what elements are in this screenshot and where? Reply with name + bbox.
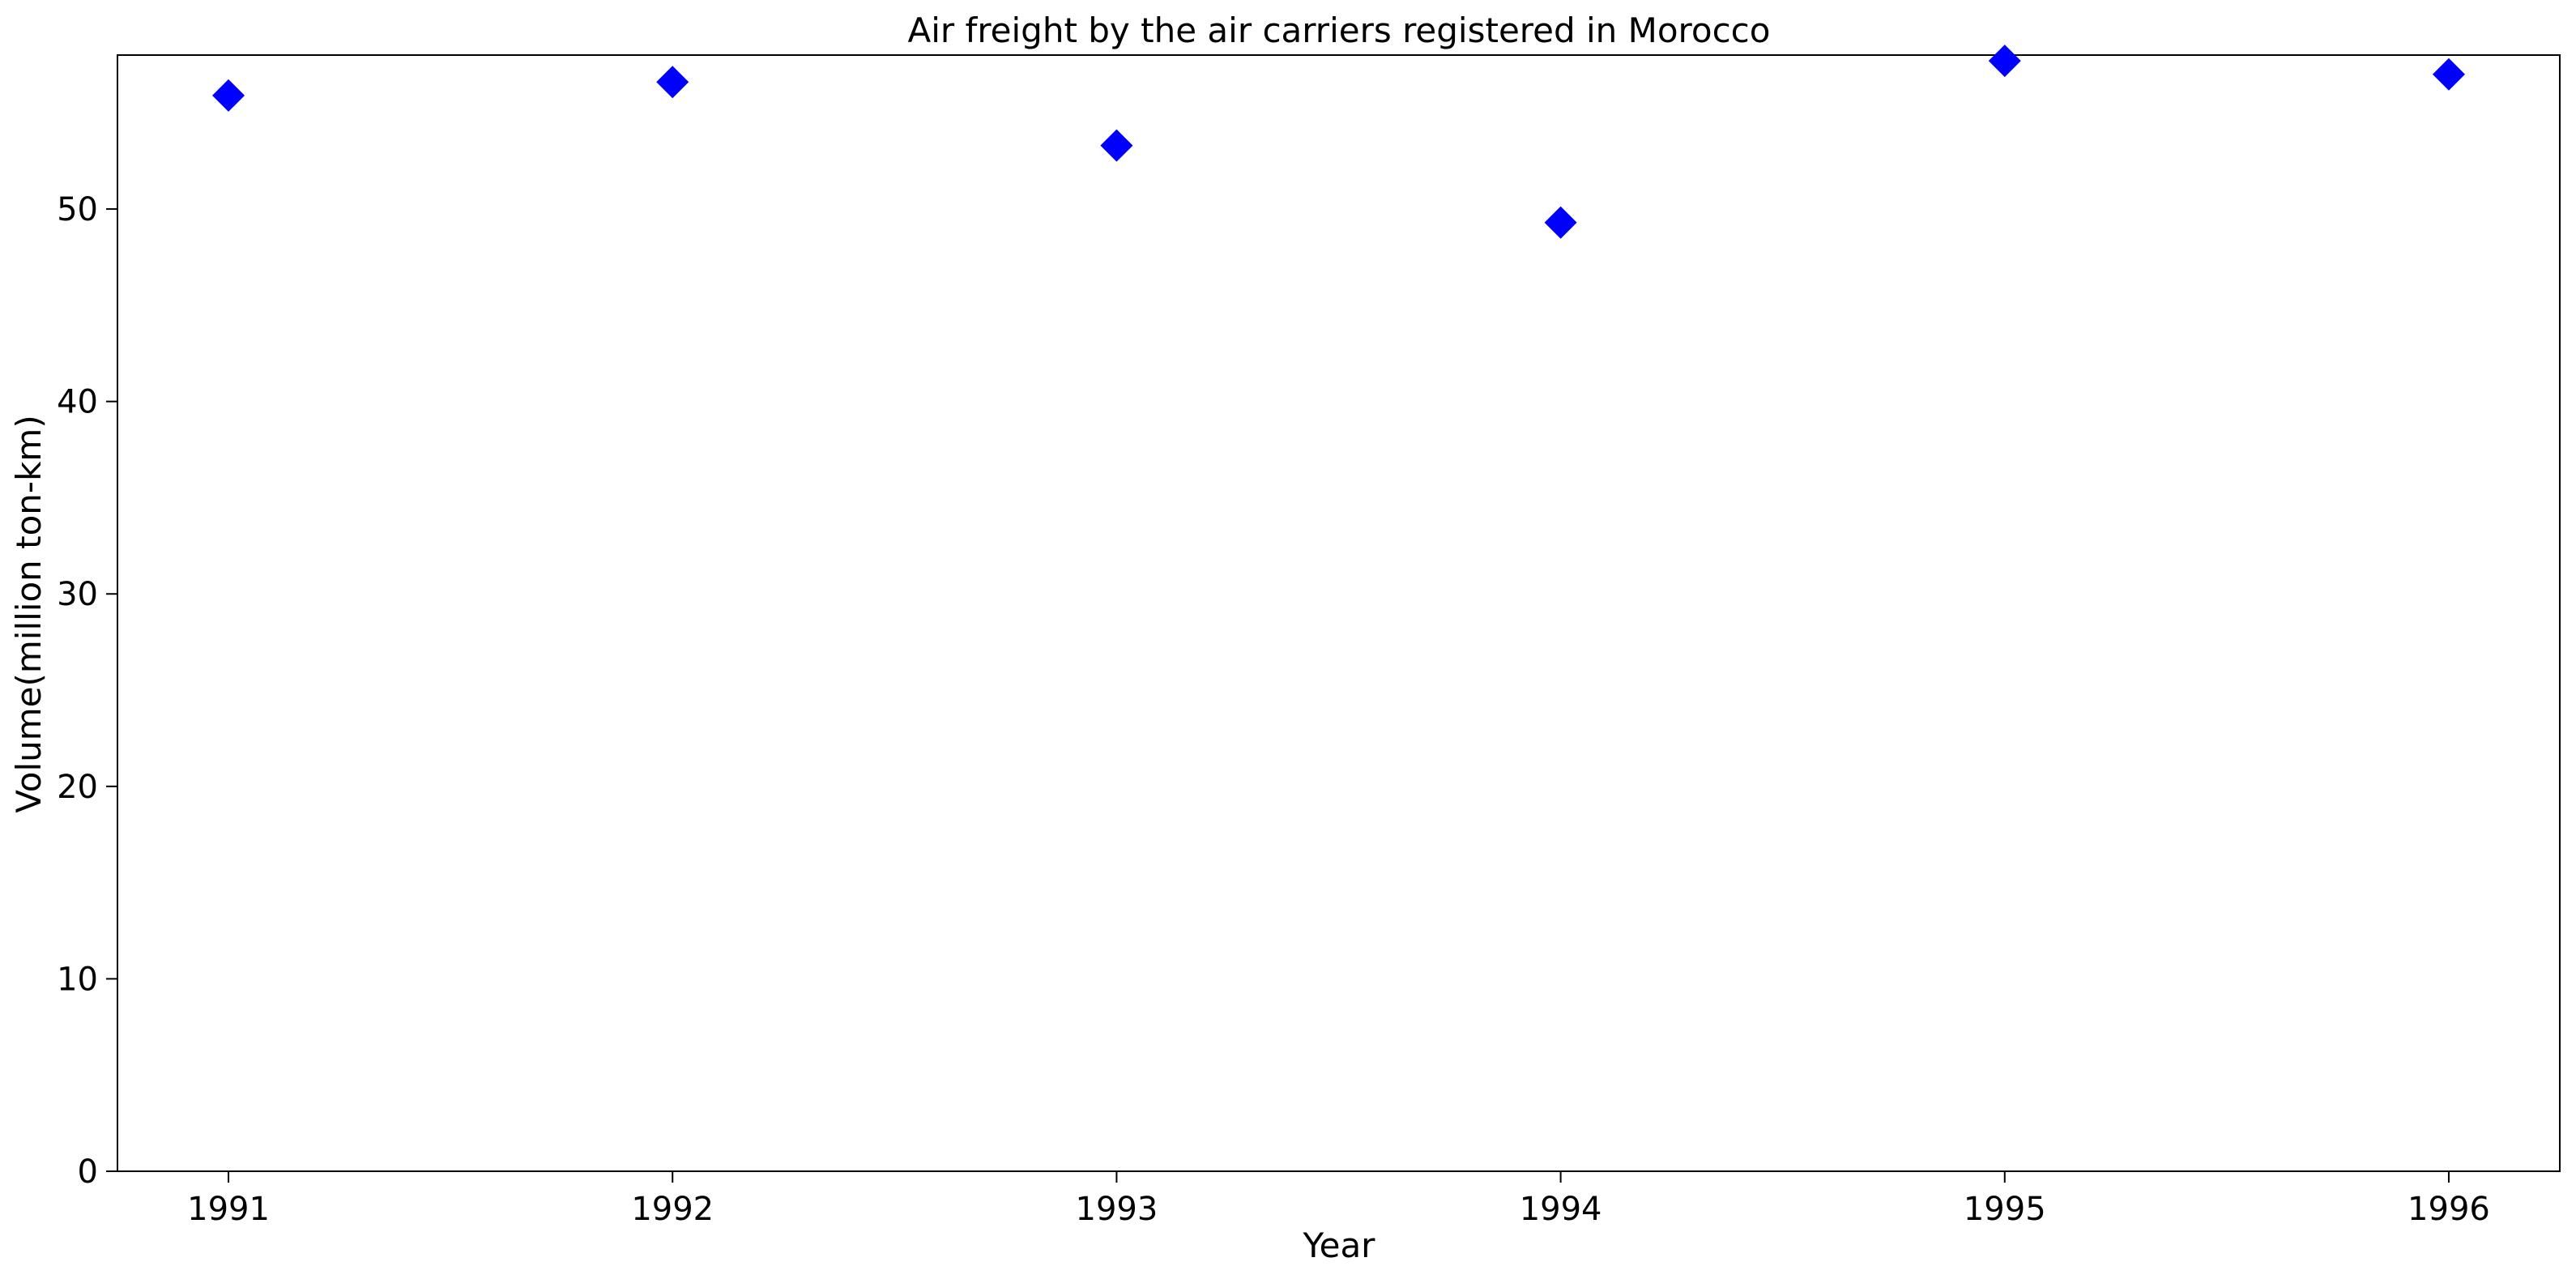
x-tick-label: 1993 [1076, 1191, 1158, 1228]
plot-area [117, 54, 2561, 1172]
data-point-1992 [656, 66, 689, 99]
data-points [212, 45, 2465, 239]
data-point-1995 [1988, 45, 2021, 78]
x-tick-label: 1994 [1520, 1191, 1602, 1228]
y-tick-label: 20 [57, 769, 98, 806]
data-point-1991 [212, 79, 245, 112]
x-tick-label: 1995 [1964, 1191, 2046, 1228]
data-point-1993 [1100, 129, 1133, 162]
plot-frame [117, 54, 2561, 1172]
data-point-1996 [2432, 58, 2465, 91]
y-tick-label: 10 [57, 961, 98, 998]
y-tick-label: 50 [57, 191, 98, 228]
y-axis-ticks: 0 10 20 30 40 50 [57, 191, 117, 1191]
y-tick-label: 40 [57, 384, 98, 421]
chart-title: Air freight by the air carriers register… [908, 11, 1771, 50]
x-tick-label: 1992 [631, 1191, 714, 1228]
x-tick-label: 1991 [187, 1191, 270, 1228]
y-tick-label: 0 [78, 1153, 98, 1191]
x-tick-label: 1996 [2408, 1191, 2490, 1228]
data-point-1994 [1544, 206, 1577, 239]
x-axis-ticks: 1991 1992 1993 1994 1995 1996 [187, 1171, 2490, 1228]
y-tick-label: 30 [57, 576, 98, 613]
y-axis-label: Volume(million ton-km) [9, 415, 49, 812]
x-axis-label: Year [1303, 1226, 1376, 1265]
